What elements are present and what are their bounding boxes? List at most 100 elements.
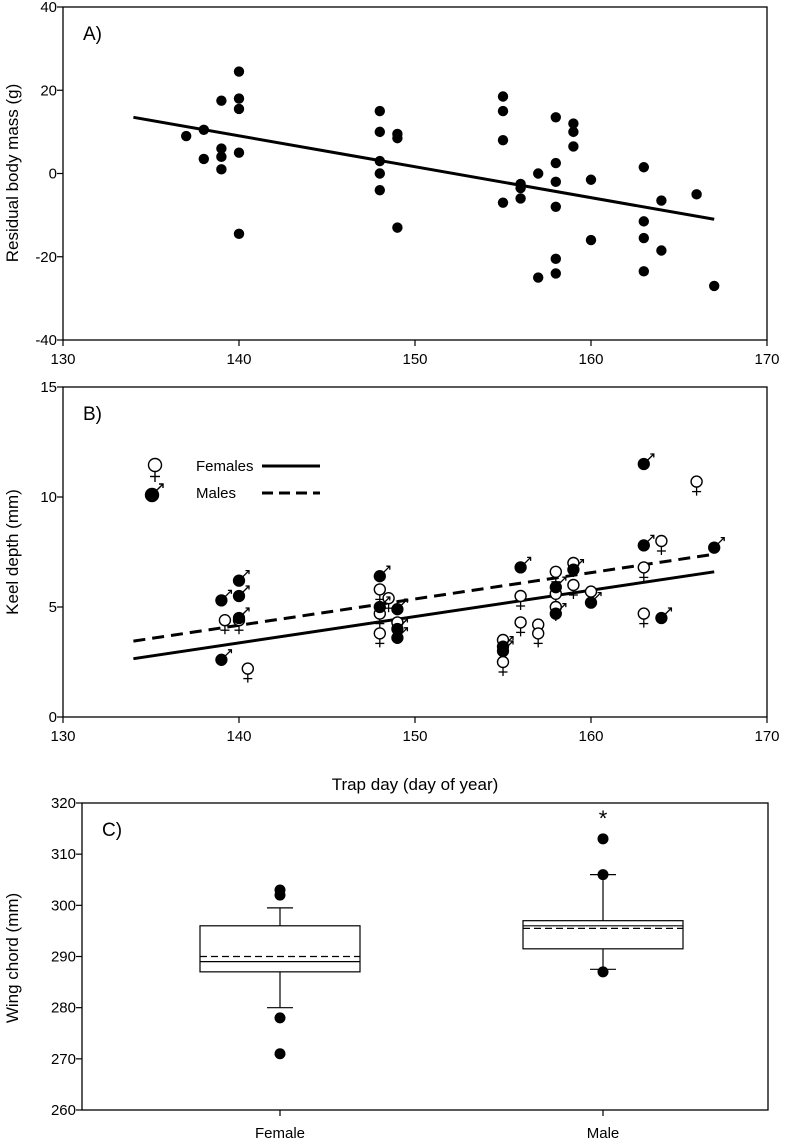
outlier-point (274, 1048, 286, 1060)
male-point-marker (391, 603, 404, 616)
male-arrow-shaft (242, 585, 250, 593)
male-arrow-head (650, 534, 655, 539)
panel-a-label: A) (83, 24, 102, 45)
female-point-marker (514, 616, 527, 629)
male-point-marker (549, 607, 562, 620)
female-point (637, 561, 650, 582)
data-point (233, 147, 245, 158)
box-female (199, 884, 361, 1060)
data-point (550, 268, 561, 279)
male-point (232, 585, 250, 603)
male-arrow-head (386, 565, 391, 570)
male-arrow-shaft (383, 596, 391, 604)
legend-female-marker (147, 457, 163, 473)
panel-c-ytick-label: 260 (51, 1102, 76, 1119)
data-point (497, 91, 509, 102)
data-point (374, 105, 385, 117)
male-arrow-shaft (559, 576, 567, 584)
data-point (216, 95, 227, 106)
panel-b: B) Keel depth (mm) Trap day (day of year… (3, 379, 780, 794)
female-point (218, 614, 232, 635)
panel-c-ytick-label: 290 (51, 949, 76, 966)
female-point (373, 627, 386, 648)
data-point (691, 189, 702, 200)
legend-male-marker (144, 487, 160, 503)
female-point-marker (655, 534, 668, 548)
box-iqr (522, 920, 684, 950)
panel-c-category-label: Male (587, 1125, 620, 1142)
panel-a-xticks: 130 140 150 160 170 (50, 340, 780, 368)
panel-b-ytick-label: 0 (49, 709, 57, 726)
female-point (373, 583, 386, 604)
female-point (637, 607, 650, 628)
data-point (216, 143, 227, 154)
female-point-marker (496, 655, 510, 669)
data-point (233, 228, 245, 240)
male-arrow-shaft (717, 537, 725, 545)
data-point (638, 266, 649, 277)
male-point-marker (567, 563, 580, 576)
data-point (181, 130, 192, 142)
panel-a-ytick-label: 40 (40, 0, 57, 16)
panel-c-boxes (199, 833, 684, 1060)
outlier-point (597, 869, 609, 881)
outlier-point (597, 833, 609, 845)
females-regression-line (133, 570, 715, 661)
regression-line (133, 115, 715, 221)
panel-c-label: C) (102, 820, 122, 841)
male-arrow-shaft (242, 607, 250, 615)
panel-a-xtick-label: 140 (226, 351, 251, 368)
panel-a-yticks: -40 -20 0 20 40 (35, 0, 63, 349)
panel-b-xticks: 130 140 150 160 170 (50, 717, 780, 745)
data-point (550, 157, 561, 169)
male-point-marker (215, 594, 228, 607)
male-arrow-shaft (224, 589, 232, 597)
female-point-marker (637, 607, 650, 620)
panel-a-frame (62, 6, 768, 341)
male-point (232, 569, 250, 587)
male-arrow-shaft (647, 453, 655, 461)
data-point (216, 151, 227, 163)
data-point (638, 162, 649, 173)
data-point (656, 195, 667, 206)
male-point (655, 607, 673, 625)
male-point-marker (708, 541, 721, 554)
data-point (392, 222, 403, 233)
female-point (655, 534, 668, 555)
panel-c-category-label: Female (255, 1125, 305, 1142)
male-arrow-shaft (383, 565, 391, 573)
male-point-marker (232, 611, 246, 625)
panel-c-categories: Female Male (255, 1110, 619, 1142)
panel-a-ytick-label: 0 (49, 166, 57, 183)
female-point-marker (637, 561, 650, 574)
male-arrow-head (597, 591, 602, 597)
data-point (497, 197, 509, 208)
data-point (656, 245, 667, 256)
panel-a-ytick-label: -40 (35, 332, 57, 349)
male-point (391, 598, 409, 616)
female-point (514, 589, 527, 610)
panel-a-points (181, 66, 720, 292)
data-point (533, 272, 544, 283)
male-point-marker (232, 589, 246, 603)
panel-a-xtick-label: 150 (402, 351, 427, 368)
male-point-marker (637, 539, 650, 552)
panel-c-frame (81, 802, 769, 1111)
panel-c-ytick-label: 320 (51, 795, 76, 812)
male-arrow-shaft (576, 559, 584, 567)
male-arrow-shaft (524, 556, 532, 564)
males-regression-line (133, 552, 715, 643)
panel-a-xtick-label: 160 (578, 351, 603, 368)
male-point-marker (549, 581, 562, 594)
male-arrow-shaft (647, 534, 655, 542)
male-point (232, 607, 250, 625)
male-arrow-head (562, 602, 567, 608)
male-point (215, 649, 233, 666)
panel-c-yticks: 260 270 280 290 300 310 320 (51, 795, 82, 1119)
panel-c-ytick-label: 280 (51, 1000, 76, 1017)
male-point-marker (373, 570, 386, 583)
male-point-marker (391, 631, 404, 644)
female-point (532, 627, 545, 648)
outlier-point (274, 1012, 286, 1024)
male-point (637, 534, 655, 552)
